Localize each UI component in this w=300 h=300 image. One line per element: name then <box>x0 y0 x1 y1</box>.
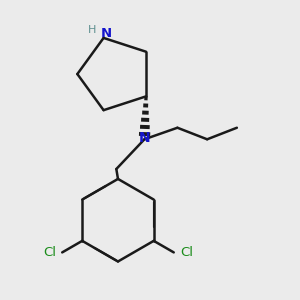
Polygon shape <box>143 103 148 108</box>
Text: Cl: Cl <box>180 246 193 259</box>
Polygon shape <box>140 125 150 129</box>
Text: N: N <box>101 28 112 40</box>
Polygon shape <box>141 118 149 122</box>
Text: H: H <box>88 25 96 35</box>
Polygon shape <box>139 132 150 136</box>
Polygon shape <box>144 96 148 100</box>
Polygon shape <box>142 111 149 115</box>
Text: N: N <box>139 130 150 145</box>
Text: Cl: Cl <box>43 246 56 259</box>
